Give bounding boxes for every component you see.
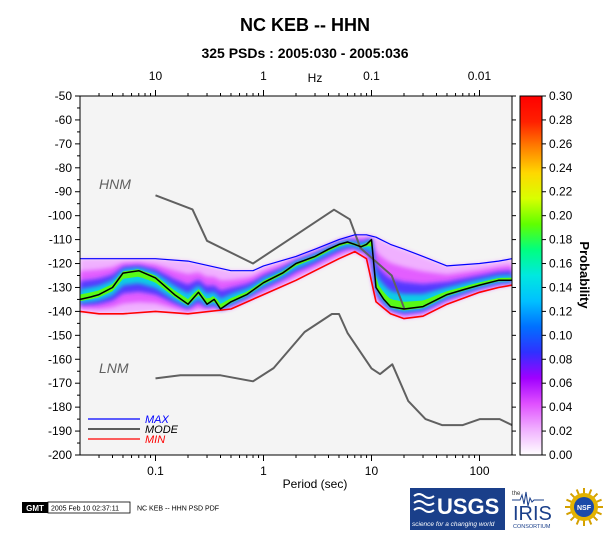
colorbar-tick-label: 0.24: [549, 161, 573, 175]
curves-layer: [80, 194, 512, 427]
iris-consortium: CONSORTIUM: [513, 524, 551, 530]
y-tick-label: -60: [55, 113, 73, 127]
y-tick-label: -180: [48, 400, 72, 414]
seismogram-icon: [512, 491, 544, 507]
chart-subtitle: 325 PSDs : 2005:030 - 2005:036: [201, 45, 408, 61]
colorbar-tick-label: 0.02: [549, 424, 573, 438]
x-tick-label: 1: [260, 464, 267, 478]
nsf-seal: NSF: [565, 488, 603, 526]
density-band-mid-high: [80, 239, 512, 312]
top-tick-label: 10: [149, 69, 163, 83]
chart-title: NC KEB -- HHN: [240, 15, 370, 35]
colorbar-tick-label: 0.20: [549, 209, 573, 223]
y-axis: -50 -60 -70 -80 -90 -100 -110 -120 -130 -140 -150 -…: [48, 89, 516, 462]
colorbar: 0.00 0.02 0.04 0.06 0.08 0.10 0.12 0.14 0.16 0.18…: [519, 89, 592, 462]
annotation-lnm: LNM: [99, 360, 129, 376]
x-tick-label: 0.1: [147, 464, 164, 478]
y-tick-label: -110: [49, 233, 72, 247]
legend-label: MIN: [145, 434, 165, 446]
y-tick-label: -50: [55, 89, 73, 103]
y-tick-label: -70: [55, 137, 73, 151]
legend-label: MAX: [145, 414, 170, 426]
series-line-lnm: [155, 313, 512, 427]
y-tick-label: -140: [48, 304, 72, 318]
colorbar-label: Probability: [577, 241, 592, 309]
colorbar-tick-label: 0.00: [549, 448, 573, 462]
series-line-hnm: [155, 194, 406, 310]
colorbar-tick-label: 0.22: [549, 185, 573, 199]
series-line-max: [80, 234, 512, 272]
y-tick-label: -90: [55, 185, 73, 199]
top-tick-label: 1: [260, 69, 267, 83]
gmt-badge-text: GMT: [26, 504, 44, 513]
colorbar-tick-label: 0.06: [549, 376, 573, 390]
usgs-logo: USGS science for a changing world: [410, 488, 505, 530]
timestamp-box: [47, 501, 131, 514]
top-tick-label: 0.01: [468, 69, 492, 83]
colorbar-ticks: 0.00 0.02 0.04 0.06 0.08 0.10 0.12 0.14 0.16 0.18…: [542, 89, 573, 462]
footer: GMT 2005 Feb 10 02:37:11 NC KEB -- HHN P…: [22, 488, 603, 530]
colorbar-tick-label: 0.08: [549, 352, 573, 366]
x-axis-top: 10 1 0.1 0.01: [149, 69, 492, 96]
colorbar-tick-label: 0.04: [549, 400, 573, 414]
y-tick-label: -190: [48, 424, 72, 438]
plot-area: -50 -60 -70 -80 -90 -100 -110 -120 -130 -140 -150 -…: [48, 69, 516, 491]
top-axis-label: Hz: [308, 71, 323, 85]
colorbar-tick-label: 0.10: [549, 328, 573, 342]
y-tick-label: -120: [48, 257, 72, 271]
heatmap-layer: [80, 234, 512, 319]
iris-prefix: the: [512, 491, 521, 497]
colorbar-tick-label: 0.26: [549, 137, 573, 151]
y-tick-label: -170: [48, 376, 72, 390]
top-tick-label: 0.1: [363, 69, 380, 83]
colorbar-tick-label: 0.18: [549, 233, 573, 247]
colorbar-tick-label: 0.14: [549, 280, 573, 294]
annotation-hnm: HNM: [99, 176, 131, 192]
usgs-tagline: science for a changing world: [412, 521, 495, 528]
y-tick-label: -200: [48, 448, 72, 462]
x-axis-bottom: 0.1 1 10 100: [98, 93, 490, 478]
colorbar-tick-label: 0.30: [549, 89, 573, 103]
colorbar-gradient: [519, 95, 543, 456]
x-tick-label: 10: [365, 464, 379, 478]
series-line-mode: [80, 238, 512, 310]
nsf-seal-text: NSF: [577, 505, 592, 512]
y-tick-label: -130: [48, 280, 72, 294]
colorbar-tick-label: 0.28: [549, 113, 573, 127]
series-line-min: [80, 250, 512, 320]
timestamp: 2005 Feb 10 02:37:11: [51, 506, 119, 513]
colorbar-tick-label: 0.12: [549, 304, 573, 318]
legend-label: MODE: [145, 424, 179, 436]
x-tick-label: 100: [469, 464, 489, 478]
y-tick-label: -100: [48, 209, 72, 223]
y-tick-label: -160: [48, 352, 72, 366]
gmt-badge: [22, 502, 48, 513]
colorbar-tick-label: 0.16: [549, 257, 573, 271]
y-tick-label: -80: [55, 161, 73, 175]
x-axis-label: Period (sec): [283, 477, 348, 491]
iris-logo-text: IRIS: [513, 503, 552, 525]
y-tick-label: -150: [48, 328, 72, 342]
usgs-logo-text: USGS: [437, 494, 499, 519]
footer-caption: NC KEB -- HHN PSD PDF: [137, 506, 219, 513]
iris-logo: the IRIS CONSORTIUM: [512, 491, 552, 530]
